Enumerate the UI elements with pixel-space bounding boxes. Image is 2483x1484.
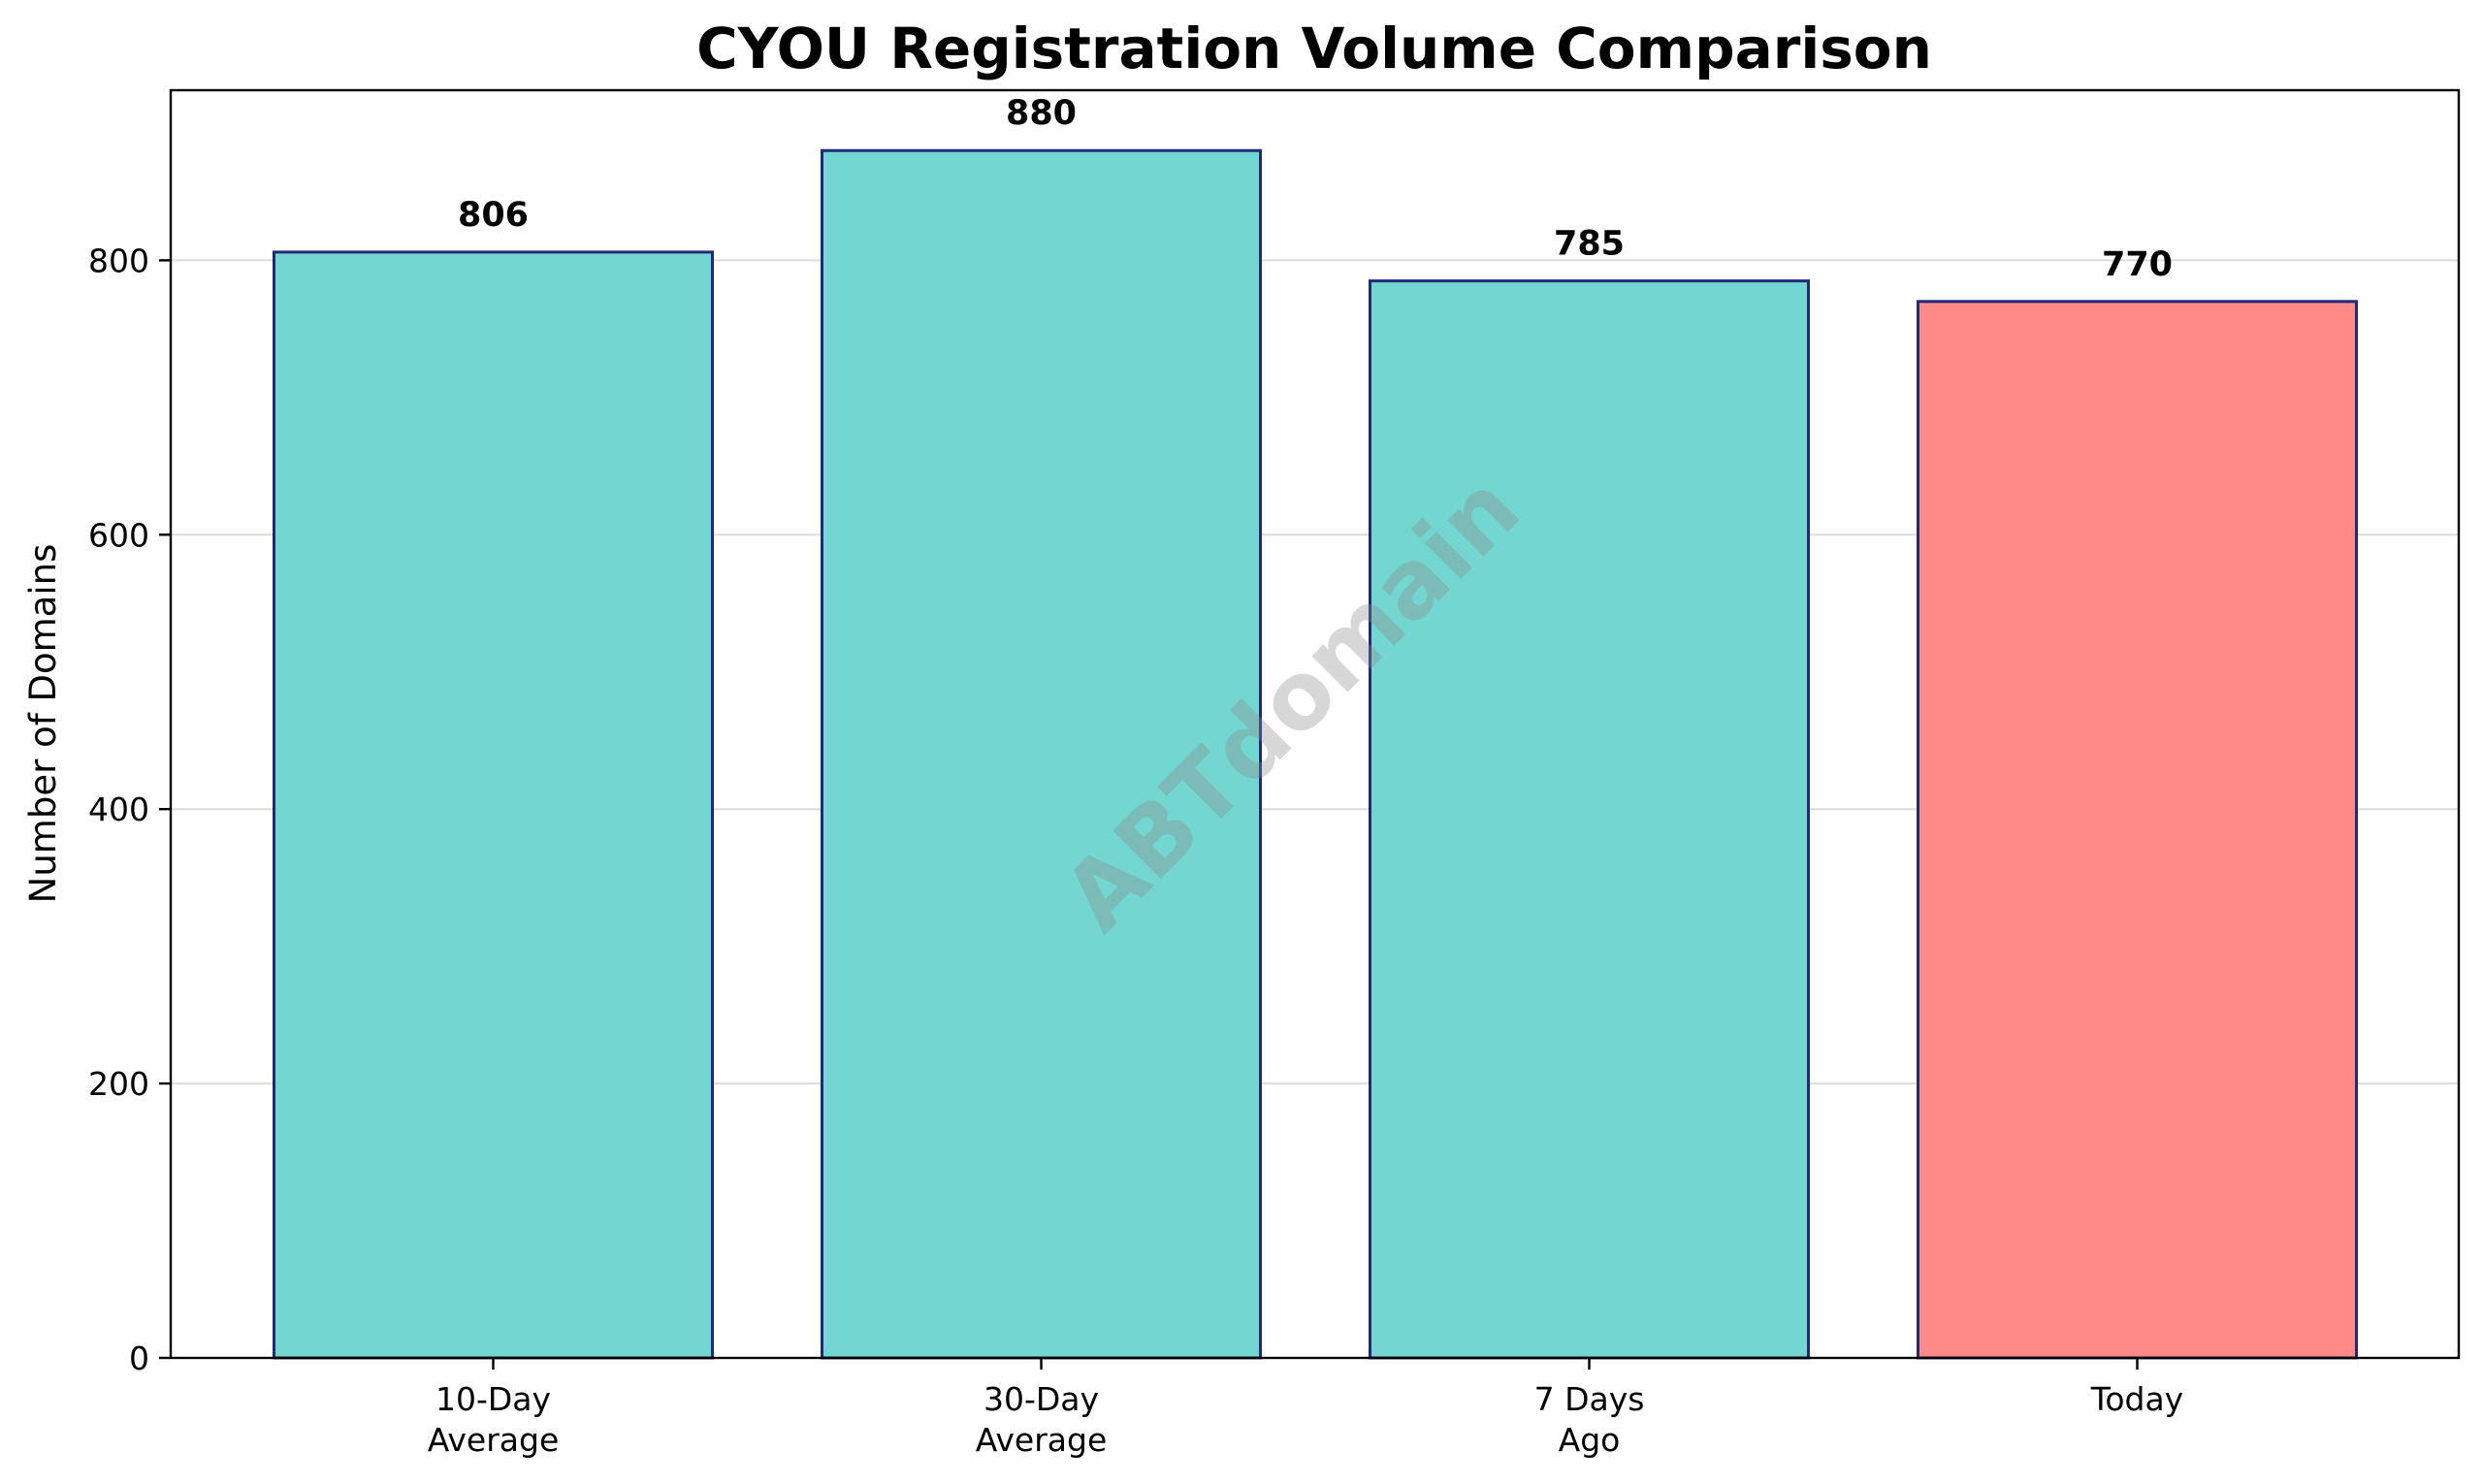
- bar-value-label: 806: [458, 196, 529, 235]
- x-tick-label: 30-Day Average: [976, 1380, 1108, 1459]
- y-axis-label: Number of Domains: [22, 544, 64, 904]
- y-tick-label: 200: [88, 1065, 149, 1103]
- x-tick-label: 10-Day Average: [428, 1380, 560, 1459]
- y-tick-label: 600: [88, 516, 149, 554]
- y-tick-label: 0: [129, 1339, 149, 1377]
- x-tick-label-line: 7 Days: [1534, 1380, 1645, 1418]
- bar-value-label: 880: [1006, 94, 1077, 133]
- bar: [1917, 300, 2358, 1360]
- x-tick-label-line: 30-Day: [984, 1380, 1099, 1418]
- y-tick-label: 800: [88, 242, 149, 279]
- x-tick-label: 7 Days Ago: [1534, 1380, 1645, 1459]
- x-tick-label-line: 10-Day: [435, 1380, 551, 1418]
- value-labels: 806 880 785 770: [458, 94, 2173, 284]
- x-tick-label-line: Average: [428, 1421, 560, 1459]
- bars: [273, 148, 2358, 1360]
- bar: [273, 250, 714, 1360]
- chart-title: CYOU Registration Volume Comparison: [696, 16, 1932, 81]
- x-tick-label-line: Today: [2090, 1380, 2183, 1418]
- x-tick-label-line: Average: [976, 1421, 1108, 1459]
- axes: [169, 88, 2461, 1360]
- x-tick-label-line: Ago: [1559, 1421, 1621, 1459]
- y-axis-ticks: 0 200 400 600 800: [88, 242, 171, 1377]
- y-tick-label: 400: [88, 790, 149, 828]
- plot-frame: [169, 88, 2461, 1360]
- bar-value-label: 770: [2102, 245, 2173, 284]
- bar-value-label: 785: [1554, 225, 1625, 264]
- x-tick-label: Today: [2090, 1380, 2183, 1418]
- bar: [1369, 279, 1810, 1360]
